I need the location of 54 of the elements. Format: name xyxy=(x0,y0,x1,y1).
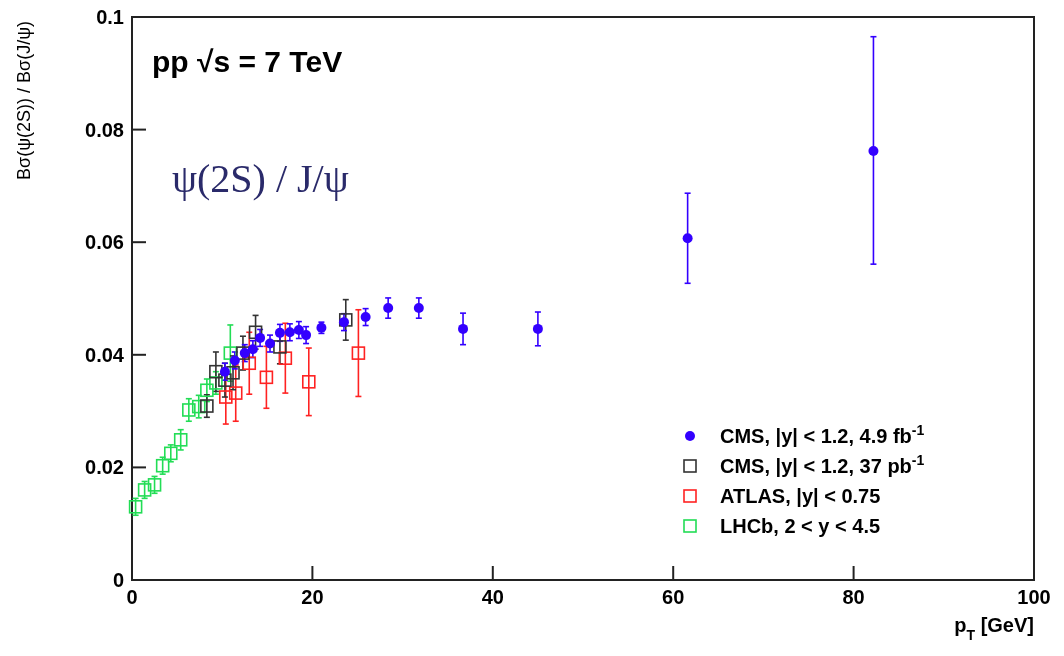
point xyxy=(532,323,543,334)
annotation: ψ(2S) / J/ψ xyxy=(172,156,349,201)
point xyxy=(200,399,214,413)
point xyxy=(200,383,214,398)
x-axis-title: p$_{T}$ [GeV] xyxy=(954,614,1034,643)
point xyxy=(219,366,230,377)
point xyxy=(351,346,366,360)
x-tick-label: 100 xyxy=(1017,586,1051,608)
point xyxy=(682,233,693,244)
point xyxy=(458,323,469,334)
x-tick-label: 20 xyxy=(301,586,324,608)
point xyxy=(209,376,223,390)
point xyxy=(191,399,206,414)
x-tick-label: 40 xyxy=(481,586,504,608)
legend-label: LHCb, 2 < y < 4.5 xyxy=(720,515,881,537)
annotation: pp √s = 7 TeV xyxy=(152,45,343,78)
point xyxy=(413,303,424,314)
x-tick-label: 60 xyxy=(662,586,685,608)
point xyxy=(242,356,257,371)
point xyxy=(128,500,143,514)
y-tick-label: 0.06 xyxy=(85,231,124,254)
point xyxy=(360,312,371,323)
point xyxy=(284,327,295,338)
point xyxy=(255,332,266,343)
legend-label: CMS, |y| < 1.2, 4.9 fb$^{-1}$ xyxy=(720,422,925,447)
point xyxy=(278,351,293,365)
point xyxy=(301,375,316,389)
point xyxy=(226,366,240,380)
y-tick-label: 0.02 xyxy=(85,456,124,479)
y-tick-label: 0 xyxy=(112,569,124,591)
point xyxy=(228,386,243,400)
y-tick-label: 0.1 xyxy=(96,6,124,28)
point xyxy=(248,325,263,340)
y-axis-title: Bσ(ψ(2S)) / Bσ(J/ψ) xyxy=(14,21,34,180)
point xyxy=(383,303,394,314)
point xyxy=(338,317,349,328)
point xyxy=(293,325,304,336)
point xyxy=(147,478,162,492)
point xyxy=(868,145,879,156)
point xyxy=(338,313,353,327)
legend-label: CMS, |y| < 1.2, 37 pb$^{-1}$ xyxy=(720,452,925,477)
y-tick-label: 0.08 xyxy=(85,118,124,141)
point xyxy=(173,433,188,447)
point xyxy=(259,370,274,385)
point xyxy=(219,390,233,404)
y-tick-label: 0.04 xyxy=(85,343,125,366)
point xyxy=(182,403,196,417)
x-tick-label: 0 xyxy=(126,586,138,608)
x-tick-label: 80 xyxy=(842,586,865,608)
point xyxy=(273,340,287,354)
legend-label: ATLAS, |y| < 0.75 xyxy=(720,485,881,507)
point xyxy=(274,327,285,338)
point xyxy=(301,330,312,341)
point xyxy=(218,373,232,387)
